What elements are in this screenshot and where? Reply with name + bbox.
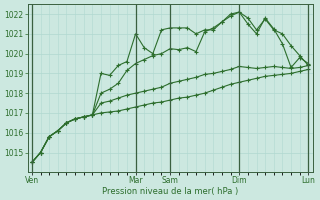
X-axis label: Pression niveau de la mer( hPa ): Pression niveau de la mer( hPa ) (102, 187, 238, 196)
